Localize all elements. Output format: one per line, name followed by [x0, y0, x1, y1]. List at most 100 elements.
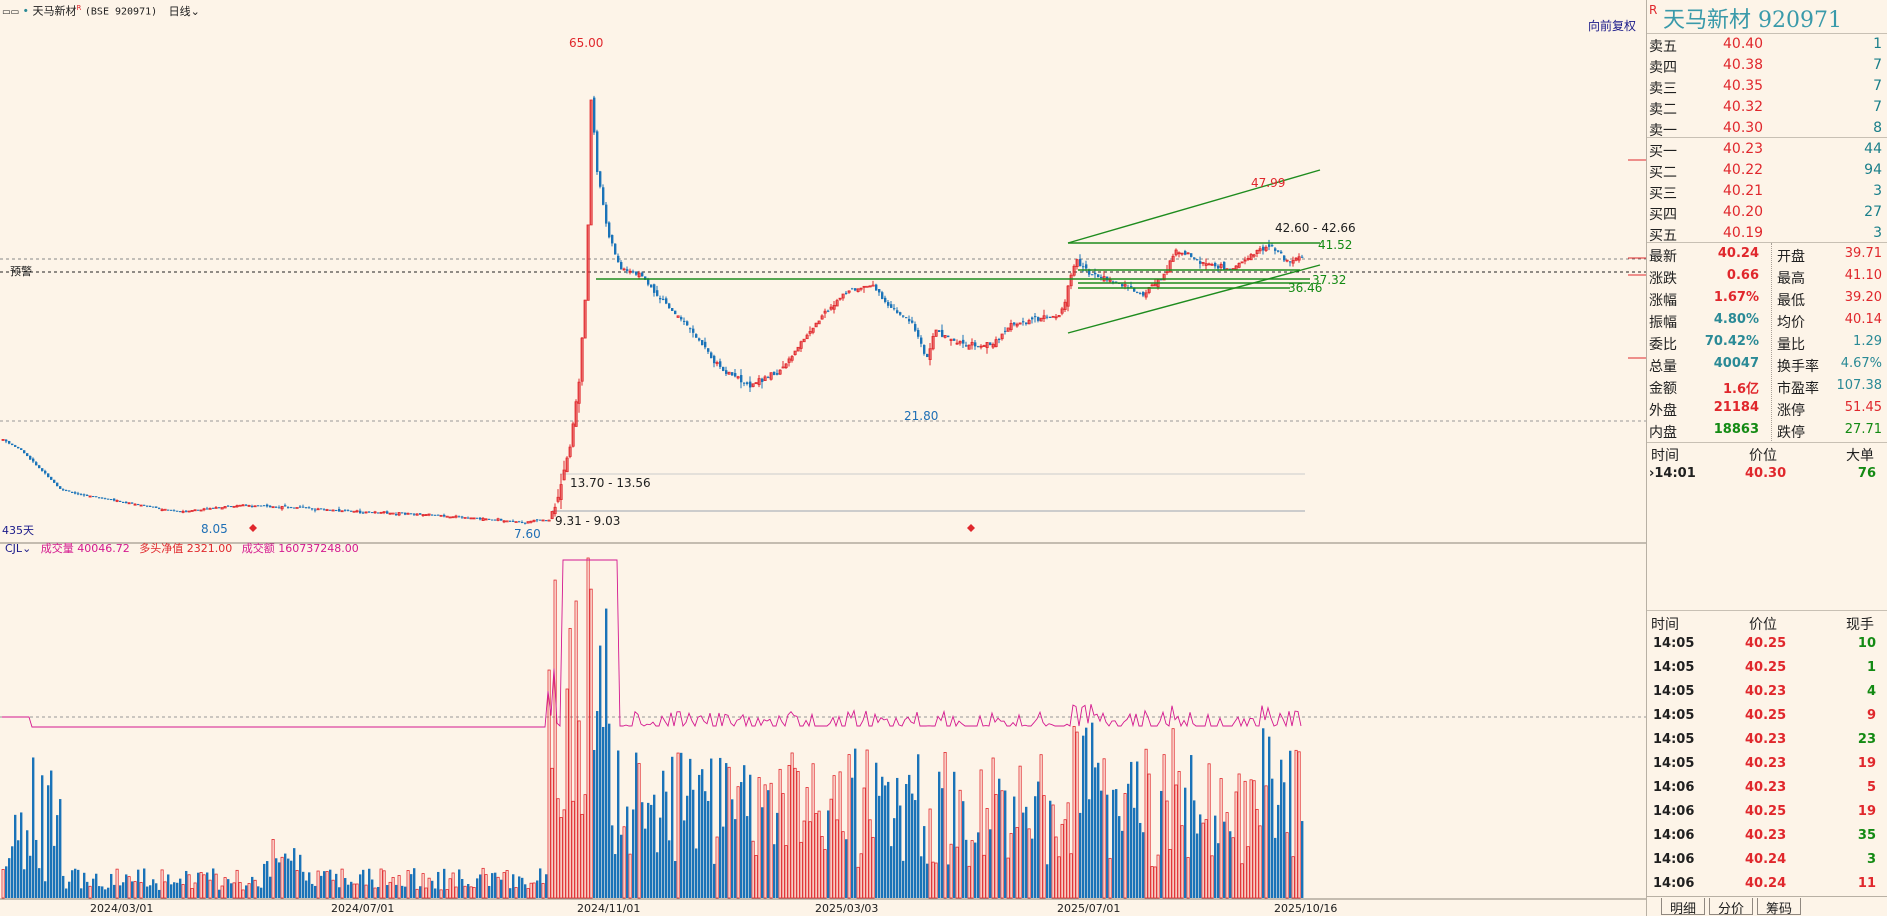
stat-label: 振幅 — [1649, 315, 1677, 331]
candle-body — [1271, 245, 1274, 247]
volume-bar — [1153, 866, 1157, 899]
tick-row[interactable]: 14:05 40.25 1 — [1647, 656, 1887, 680]
ask-row[interactable]: 卖一 40.30 8 — [1647, 118, 1887, 139]
volume-bar — [1219, 778, 1223, 899]
book-label: 卖四 — [1649, 60, 1677, 76]
indicator-selector[interactable]: CJL⌄ — [5, 542, 32, 555]
candle-body — [1190, 253, 1193, 257]
candle-body — [541, 519, 545, 522]
tick-row[interactable]: 14:06 40.23 5 — [1647, 776, 1887, 800]
tick-row[interactable]: 14:05 40.23 23 — [1647, 728, 1887, 752]
candle-body — [17, 446, 20, 449]
big-order-row[interactable]: ›14:01 40.30 76 — [1649, 466, 1876, 481]
volume-bar — [1168, 848, 1172, 899]
divider — [1647, 242, 1887, 243]
candle-body — [131, 502, 134, 504]
volume-bar — [413, 868, 416, 898]
stat-value: 27.71 — [1844, 422, 1882, 437]
volume-bar — [1049, 800, 1052, 898]
stat-value: 107.38 — [1836, 378, 1883, 393]
volume-bar — [1046, 864, 1049, 898]
volume-bar — [263, 863, 266, 898]
tab-detail[interactable]: 明细 — [1661, 898, 1706, 916]
bid-row[interactable]: 买三 40.21 3 — [1647, 181, 1887, 202]
volume-bar — [698, 774, 701, 898]
volume-bar — [278, 862, 281, 898]
candle-body — [1289, 261, 1292, 263]
chart-canvas[interactable] — [0, 0, 1646, 916]
tick-row[interactable]: 14:05 40.25 10 — [1647, 632, 1887, 656]
volume-bar — [1217, 843, 1220, 898]
candle-body — [434, 514, 437, 516]
candle-body — [514, 521, 518, 524]
tick-row[interactable]: 14:06 40.23 35 — [1647, 824, 1887, 848]
candle-body — [545, 520, 548, 522]
volume-bar — [1210, 855, 1214, 899]
menu-icon[interactable]: ▭▭ — [2, 7, 20, 18]
candle-body — [227, 505, 230, 507]
ask-row[interactable]: 卖三 40.35 7 — [1647, 76, 1887, 97]
tick-row[interactable]: 14:05 40.25 9 — [1647, 704, 1887, 728]
bid-row[interactable]: 买五 40.19 3 — [1647, 223, 1887, 244]
candle-body — [299, 506, 302, 508]
tick-row[interactable]: 14:06 40.25 19 — [1647, 800, 1887, 824]
candle-body — [1136, 292, 1139, 294]
tab-chips[interactable]: 筹码 — [1757, 898, 1802, 916]
ask-row[interactable]: 卖四 40.38 7 — [1647, 55, 1887, 76]
volume-bar — [83, 872, 86, 898]
volume-bar — [1025, 806, 1028, 898]
candle-body — [208, 507, 212, 510]
volume-bar — [911, 793, 914, 898]
tick-row[interactable]: 14:05 40.23 19 — [1647, 752, 1887, 776]
bid-row[interactable]: 买一 40.23 44 — [1647, 139, 1887, 160]
candle-body — [1094, 272, 1097, 275]
candle-body — [5, 439, 8, 442]
candle-body — [1079, 259, 1082, 267]
volume-bar — [1027, 828, 1031, 899]
candle-body — [539, 519, 542, 521]
volume-bar — [208, 879, 212, 899]
candle-body — [1274, 248, 1277, 251]
ask-row[interactable]: 卖五 40.40 1 — [1647, 34, 1887, 55]
candle-body — [665, 298, 668, 304]
volume-bar — [347, 884, 350, 898]
tick-row[interactable]: 14:05 40.23 4 — [1647, 680, 1887, 704]
volume-bar — [1237, 773, 1241, 899]
bid-row[interactable]: 买二 40.22 94 — [1647, 160, 1887, 181]
volume-bar — [146, 886, 149, 898]
volume-bar — [749, 774, 752, 898]
book-price: 40.20 — [1723, 204, 1764, 220]
bid-row[interactable]: 买四 40.20 27 — [1647, 202, 1887, 223]
book-volume: 1 — [1873, 36, 1882, 52]
candle-body — [260, 505, 263, 507]
x-axis-label-6: 2025/10/16 — [1274, 902, 1338, 915]
volume-bar — [1022, 812, 1025, 898]
volume-bar — [155, 883, 158, 898]
volume-bar — [668, 840, 671, 898]
panel-tabs: 明细 分价 筹码 — [1647, 896, 1887, 916]
restore-button[interactable]: 向前复权 — [1588, 19, 1637, 33]
book-price: 40.21 — [1723, 183, 1764, 199]
volume-bar — [371, 879, 374, 898]
volume-bar — [1031, 838, 1034, 898]
tab-price[interactable]: 分价 — [1709, 898, 1754, 916]
candle-body — [323, 509, 326, 511]
period-selector[interactable]: 日线⌄ — [168, 4, 200, 18]
candle-body — [88, 495, 92, 498]
volume-bar — [991, 757, 995, 899]
volume-bar — [725, 763, 728, 898]
volume-bar — [955, 846, 959, 899]
volume-bar — [269, 876, 272, 898]
volume-bar — [817, 810, 821, 899]
tick-row[interactable]: 14:06 40.24 3 — [1647, 848, 1887, 872]
volume-bar — [923, 826, 926, 898]
ask-row[interactable]: 卖二 40.32 7 — [1647, 97, 1887, 118]
tick-row[interactable]: 14:06 40.24 11 — [1647, 872, 1887, 896]
stat-value: 4.80% — [1713, 312, 1759, 327]
candle-body — [122, 501, 125, 503]
tick-volume: 5 — [1866, 780, 1876, 795]
candle-body — [53, 479, 56, 483]
candle-body — [359, 510, 362, 514]
candle-body — [1022, 321, 1025, 323]
candle-body — [589, 99, 593, 226]
